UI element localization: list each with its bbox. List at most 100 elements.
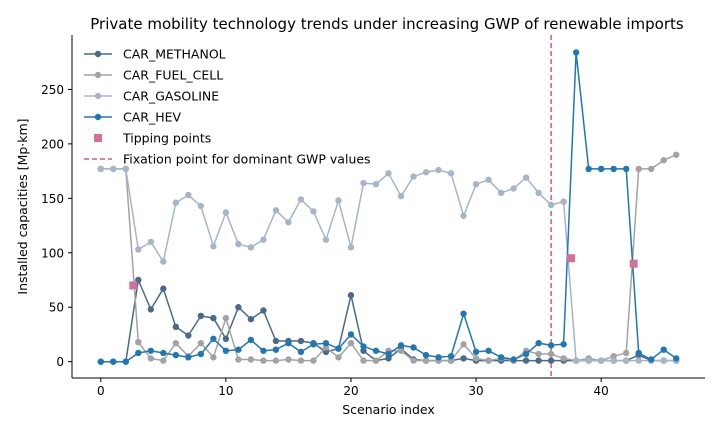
y-axis-label: Installed capacities [Mp·km] (15, 118, 30, 294)
data-point (497, 189, 505, 197)
data-point (572, 357, 580, 364)
data-point (222, 209, 230, 216)
data-point (460, 341, 467, 348)
data-point (510, 185, 517, 192)
data-point (222, 335, 230, 342)
data-point (172, 339, 180, 347)
data-point (110, 165, 117, 173)
legend-label: Fixation point for dominant GWP values (123, 152, 371, 167)
data-point (260, 357, 267, 364)
data-point (472, 355, 480, 362)
data-point (660, 357, 667, 364)
data-point (622, 349, 630, 357)
legend-label: Tipping points (122, 131, 211, 146)
x-tick-label: 30 (468, 384, 483, 398)
data-point (222, 347, 230, 354)
data-point (347, 292, 355, 299)
data-point (560, 198, 567, 205)
data-point (385, 170, 392, 177)
data-point (285, 339, 292, 347)
data-point (135, 246, 142, 253)
data-point (97, 165, 104, 173)
legend-marker (94, 71, 102, 79)
data-point (297, 348, 305, 356)
data-point (285, 219, 292, 226)
data-point (447, 170, 455, 177)
data-point (272, 357, 280, 364)
data-point (210, 243, 217, 250)
data-point (135, 349, 142, 357)
data-point (297, 357, 305, 364)
data-point (660, 157, 667, 164)
data-point (210, 335, 217, 342)
data-point (397, 342, 405, 349)
data-point (485, 176, 492, 184)
data-point (185, 332, 192, 339)
data-point (410, 173, 417, 180)
data-point (147, 347, 155, 354)
legend-marker (94, 92, 102, 100)
data-point (347, 331, 355, 338)
data-point (160, 357, 167, 364)
series-car-gasoline (97, 165, 680, 364)
chart-title: Private mobility technology trends under… (90, 15, 684, 33)
data-point (522, 357, 530, 364)
data-point (535, 339, 542, 347)
data-point (122, 358, 129, 365)
data-point (347, 244, 355, 251)
data-point (247, 356, 255, 363)
series-car-fuel-cell (97, 151, 680, 364)
data-point (235, 240, 242, 248)
data-point (335, 345, 342, 352)
data-point (322, 236, 330, 243)
data-point (372, 180, 380, 188)
data-point (422, 357, 430, 364)
axis-ticks: 0 10 20 30 40 0 50 100 150 200 250 (41, 83, 609, 398)
data-point (435, 166, 442, 174)
data-point (522, 350, 530, 358)
x-tick-label: 20 (343, 384, 358, 398)
data-point (185, 191, 192, 199)
data-point (260, 236, 267, 243)
data-point (197, 202, 205, 210)
tipping-point-marker (129, 281, 138, 290)
data-point (235, 304, 242, 311)
data-point (460, 310, 467, 317)
data-point (247, 336, 255, 344)
data-point (472, 348, 480, 356)
data-point (235, 356, 242, 363)
data-point (172, 351, 180, 359)
data-point (472, 180, 480, 188)
data-point (535, 189, 542, 197)
data-point (335, 197, 342, 204)
data-point (135, 338, 142, 346)
data-point (160, 285, 167, 292)
data-point (648, 356, 655, 363)
legend-marker (94, 50, 102, 58)
data-point (460, 355, 467, 362)
x-tick-label: 40 (594, 384, 609, 398)
data-point (235, 346, 242, 353)
data-point (110, 358, 117, 365)
data-point (172, 323, 180, 331)
data-point (160, 258, 167, 265)
data-point (673, 355, 680, 362)
x-tick-label: 10 (218, 384, 233, 398)
data-point (660, 346, 667, 353)
data-point (635, 165, 642, 173)
x-axis-label: Scenario index (342, 402, 435, 417)
data-point (147, 238, 155, 246)
data-point (97, 358, 104, 365)
data-point (360, 357, 367, 364)
data-point (560, 341, 567, 348)
data-point (547, 357, 555, 364)
data-point (335, 354, 342, 361)
y-tick-label: 0 (56, 355, 64, 369)
data-point (360, 179, 367, 187)
data-point (210, 314, 217, 322)
data-point (260, 347, 267, 354)
data-point (122, 165, 129, 173)
data-point (547, 350, 555, 358)
data-point (422, 169, 430, 176)
